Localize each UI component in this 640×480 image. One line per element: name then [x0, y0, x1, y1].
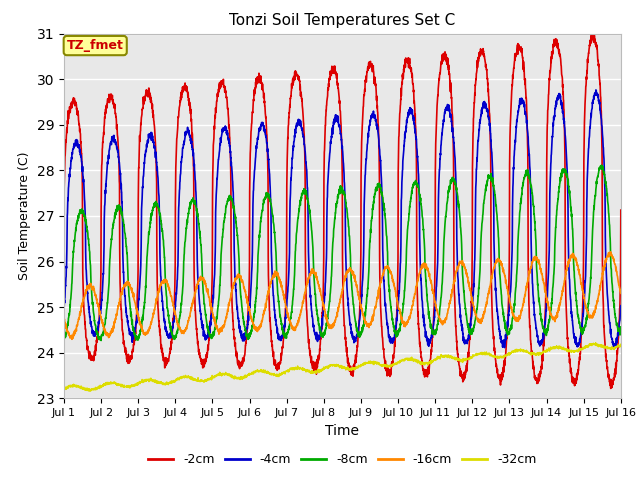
-8cm	[479, 218, 486, 224]
X-axis label: Time: Time	[325, 424, 360, 438]
-32cm	[479, 352, 486, 358]
-2cm	[449, 115, 456, 120]
-8cm	[449, 176, 456, 181]
-2cm	[589, 30, 596, 36]
-32cm	[60, 387, 68, 393]
-32cm	[86, 388, 93, 394]
-32cm	[449, 355, 456, 360]
-4cm	[520, 99, 527, 105]
-4cm	[449, 125, 456, 131]
-4cm	[592, 87, 600, 93]
-4cm	[617, 303, 625, 309]
Title: Tonzi Soil Temperatures Set C: Tonzi Soil Temperatures Set C	[229, 13, 456, 28]
-4cm	[413, 146, 420, 152]
-16cm	[60, 316, 68, 322]
-32cm	[413, 357, 420, 363]
Line: -16cm: -16cm	[64, 252, 621, 339]
-4cm	[60, 305, 68, 311]
Legend: -2cm, -4cm, -8cm, -16cm, -32cm: -2cm, -4cm, -8cm, -16cm, -32cm	[143, 448, 541, 471]
-2cm	[413, 254, 420, 260]
-16cm	[449, 286, 456, 292]
-16cm	[237, 275, 244, 281]
-2cm	[449, 112, 456, 118]
Line: -2cm: -2cm	[64, 33, 621, 388]
-2cm	[520, 67, 527, 72]
-8cm	[60, 333, 68, 338]
-32cm	[617, 342, 625, 348]
-8cm	[237, 294, 244, 300]
-4cm	[610, 346, 618, 351]
-2cm	[607, 385, 614, 391]
-8cm	[449, 178, 456, 183]
-32cm	[237, 375, 244, 381]
-2cm	[617, 207, 625, 213]
-32cm	[449, 354, 456, 360]
Y-axis label: Soil Temperature (C): Soil Temperature (C)	[18, 152, 31, 280]
-2cm	[60, 227, 68, 233]
Line: -4cm: -4cm	[64, 90, 621, 348]
-8cm	[413, 180, 420, 186]
-32cm	[592, 340, 600, 346]
-16cm	[607, 249, 614, 255]
-8cm	[617, 324, 625, 330]
-32cm	[520, 347, 527, 352]
-8cm	[598, 162, 605, 168]
-16cm	[449, 288, 456, 293]
-16cm	[617, 290, 625, 296]
-8cm	[97, 337, 105, 343]
Line: -32cm: -32cm	[64, 343, 621, 391]
-16cm	[68, 336, 76, 342]
-16cm	[413, 283, 420, 288]
-16cm	[520, 299, 527, 305]
-8cm	[520, 178, 527, 183]
-16cm	[479, 316, 486, 322]
Line: -8cm: -8cm	[64, 165, 621, 340]
-4cm	[449, 129, 456, 135]
-4cm	[237, 331, 244, 336]
-4cm	[478, 107, 486, 112]
-2cm	[237, 361, 244, 367]
-2cm	[478, 48, 486, 54]
Text: TZ_fmet: TZ_fmet	[67, 39, 124, 52]
